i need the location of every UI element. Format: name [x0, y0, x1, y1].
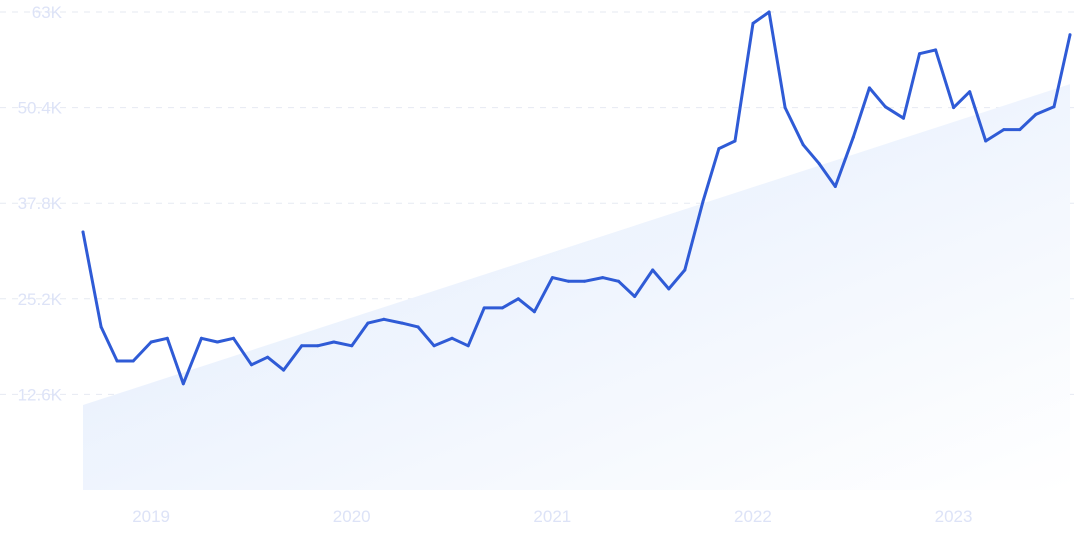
data-point: [149, 340, 153, 344]
data-point: [733, 139, 737, 143]
data-point: [583, 279, 586, 283]
data-point: [968, 90, 972, 94]
data-point: [934, 48, 938, 52]
data-point: [751, 21, 755, 25]
data-point: [300, 344, 304, 348]
y-tick-label: 37.8K: [18, 194, 63, 213]
data-point: [131, 359, 135, 363]
data-point: [651, 268, 655, 272]
data-point: [215, 340, 219, 344]
data-point: [984, 139, 988, 143]
data-points: [81, 10, 1072, 386]
x-tick-label: 2019: [132, 507, 170, 526]
data-point: [432, 344, 436, 348]
data-point: [416, 325, 420, 329]
data-point: [482, 306, 486, 310]
data-point: [350, 344, 354, 348]
data-point: [165, 336, 169, 340]
x-axis-ticks: 2019 2020 2021 2022 2023: [132, 507, 972, 526]
data-point: [617, 279, 621, 283]
data-point: [667, 287, 671, 291]
data-point: [81, 230, 85, 234]
data-point: [567, 279, 570, 283]
data-point: [867, 86, 871, 90]
data-point: [601, 276, 605, 280]
data-point: [918, 52, 921, 56]
y-axis-ticks: 12.6K 25.2K 37.8K 50.4K 63K: [18, 3, 63, 404]
data-point: [516, 297, 520, 301]
data-point: [783, 106, 787, 110]
x-tick-label: 2022: [734, 507, 772, 526]
data-point: [851, 135, 855, 139]
data-point: [1034, 112, 1038, 116]
data-point: [250, 363, 253, 367]
data-point: [633, 295, 637, 298]
data-point: [115, 359, 119, 363]
data-point: [382, 317, 386, 321]
x-tick-label: 2023: [935, 507, 973, 526]
x-tick-label: 2021: [533, 507, 571, 526]
data-point: [450, 336, 454, 340]
y-tick-label: 63K: [32, 3, 63, 22]
data-point: [717, 147, 721, 151]
data-point: [1052, 105, 1056, 109]
data-point: [532, 310, 536, 314]
x-tick-label: 2020: [333, 507, 371, 526]
data-point: [316, 344, 320, 348]
data-point: [683, 268, 687, 272]
data-point: [902, 116, 905, 120]
data-point: [1068, 33, 1072, 37]
data-point: [952, 106, 956, 110]
data-point: [232, 336, 235, 340]
data-point: [801, 143, 805, 147]
data-point: [466, 344, 470, 348]
y-tick-label: 25.2K: [18, 290, 63, 309]
data-point: [1002, 128, 1006, 132]
y-tick-label: 50.4K: [18, 99, 63, 118]
data-point: [701, 200, 705, 204]
data-point: [500, 306, 504, 310]
data-point: [767, 10, 771, 14]
data-point: [1018, 128, 1022, 132]
data-point: [266, 355, 270, 359]
trend-area: [83, 84, 1070, 490]
data-point: [282, 368, 286, 372]
series-line: [81, 10, 1072, 386]
data-point: [199, 336, 203, 340]
data-point: [400, 321, 404, 325]
data-point: [99, 325, 103, 329]
data-point: [883, 105, 887, 109]
data-point: [550, 276, 554, 280]
data-point: [181, 382, 185, 386]
data-point: [833, 185, 837, 188]
data-point: [332, 340, 336, 344]
y-tick-label: 12.6K: [18, 385, 63, 404]
data-point: [817, 162, 821, 166]
data-point: [366, 321, 370, 325]
